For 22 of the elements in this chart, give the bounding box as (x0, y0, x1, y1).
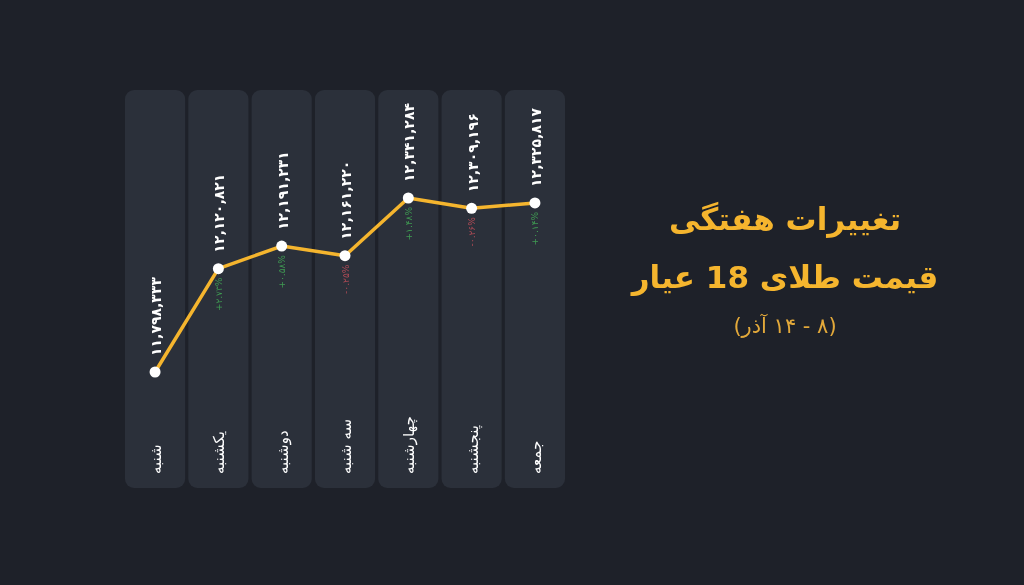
data-label: ۱۲,۱۲۰,۸۲۱ (211, 173, 228, 253)
annotation: +۱.۴۸% (403, 206, 414, 241)
annotation: +۰.۵۸% (277, 254, 288, 289)
x-tick-label: جمعه (526, 440, 545, 474)
data-label: ۱۱,۷۹۸,۳۳۳ (148, 276, 165, 356)
data-label: ۱۲,۱۶۱,۲۲۰ (338, 160, 354, 240)
x-tick-label: شنبه (147, 444, 166, 474)
annotation: +۰.۱۴% (530, 211, 541, 246)
data-label: ۱۲,۳۴۱,۲۸۴ (401, 102, 418, 182)
data-label: ۱۲,۳۲۵,۸۱۷ (527, 107, 544, 187)
text: (۸ - ۱۴ آذر) (732, 314, 838, 338)
data-label: ۱۲,۳۰۹,۱۹۶ (464, 113, 481, 193)
x-tick-label: پنجشنبه (463, 425, 483, 474)
data-label: ۱۲,۱۹۱,۲۳۱ (274, 151, 291, 231)
x-tick-label: یکشنبه (210, 431, 229, 474)
x-tick-label: دوشنبه (273, 430, 292, 474)
x-tick-label: سه شنبه (337, 418, 355, 474)
annotation: -۰.۲۶% (467, 216, 478, 247)
annotation: +۲.۷۳% (213, 277, 224, 312)
annotation: -۰.۲۵% (340, 264, 351, 294)
x-tick-label: چهارشنبه (400, 416, 419, 474)
text: تغییرات هفتگی قیمت طلای 18 عیار (629, 200, 940, 298)
